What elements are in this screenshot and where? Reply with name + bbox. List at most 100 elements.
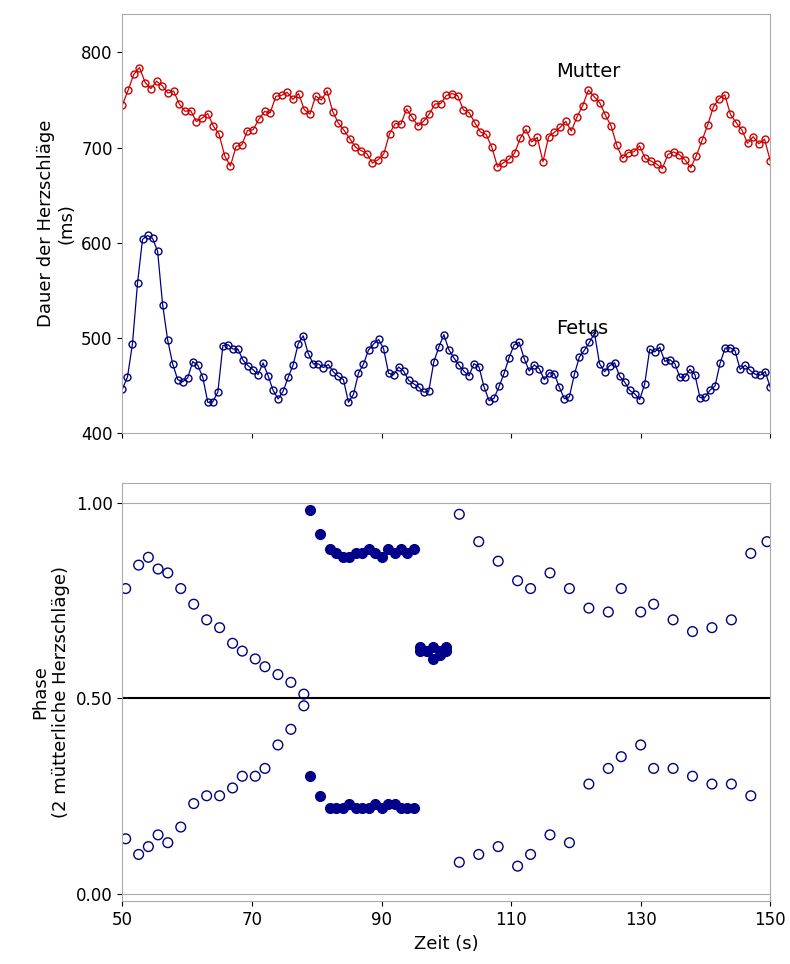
Point [615,581,627,597]
Point [647,761,660,776]
Point [369,546,382,561]
Point [472,534,485,549]
Point [615,749,627,764]
Point [667,761,679,776]
Point [687,624,699,639]
Point [420,643,433,658]
Y-axis label: Phase
(2 mütterliche Herzschläge): Phase (2 mütterliche Herzschläge) [32,566,70,818]
Point [343,796,356,812]
Point [213,788,226,803]
X-axis label: Zeit (s): Zeit (s) [414,935,479,952]
Point [525,581,537,597]
Point [132,846,145,862]
Point [369,796,382,812]
Point [258,659,271,675]
Point [330,546,343,561]
Point [602,604,615,620]
Point [453,854,465,870]
Point [408,542,420,557]
Point [323,542,336,557]
Point [298,686,310,702]
Point [511,858,524,873]
Text: Fetus: Fetus [556,319,608,337]
Point [272,667,284,683]
Point [401,800,414,816]
Point [602,761,615,776]
Point [187,597,200,612]
Point [525,846,537,862]
Point [401,546,414,561]
Point [563,581,576,597]
Point [323,800,336,816]
Point [249,768,261,784]
Point [363,800,375,816]
Point [427,639,440,655]
Point [634,737,647,753]
Point [226,635,239,651]
Point [492,839,505,854]
Point [725,612,738,628]
Point [304,768,317,784]
Point [187,796,200,812]
Point [201,788,213,803]
Point [705,620,718,635]
Point [161,835,174,850]
Point [258,761,271,776]
Point [337,549,349,565]
Point [119,831,132,846]
Point [314,788,326,803]
Point [761,534,773,549]
Point [298,698,310,713]
Point [563,835,576,850]
Point [142,839,155,854]
Point [356,546,368,561]
Point [119,581,132,597]
Point [201,612,213,628]
Point [395,800,408,816]
Y-axis label: Dauer der Herzschläge
(ms): Dauer der Herzschläge (ms) [37,120,76,328]
Point [408,800,420,816]
Point [427,652,440,667]
Point [152,561,164,576]
Point [388,546,401,561]
Point [744,788,757,803]
Point [356,800,368,816]
Point [304,502,317,518]
Point [388,796,401,812]
Point [284,675,297,690]
Point [284,722,297,737]
Point [472,846,485,862]
Point [226,780,239,795]
Point [687,768,699,784]
Point [440,643,453,658]
Point [314,526,326,542]
Text: Mutter: Mutter [556,62,621,81]
Point [414,639,427,655]
Point [492,553,505,569]
Point [582,601,595,616]
Point [414,643,427,658]
Point [343,549,356,565]
Point [420,643,433,658]
Point [705,776,718,791]
Point [544,827,556,843]
Point [272,737,284,753]
Point [582,776,595,791]
Point [382,542,394,557]
Point [375,549,388,565]
Point [725,776,738,791]
Point [161,565,174,580]
Point [236,643,249,658]
Point [132,557,145,573]
Point [142,549,155,565]
Point [667,612,679,628]
Point [440,639,453,655]
Point [330,800,343,816]
Point [434,643,446,658]
Point [647,597,660,612]
Point [363,542,375,557]
Point [213,620,226,635]
Point [349,546,362,561]
Point [511,573,524,588]
Point [175,819,187,835]
